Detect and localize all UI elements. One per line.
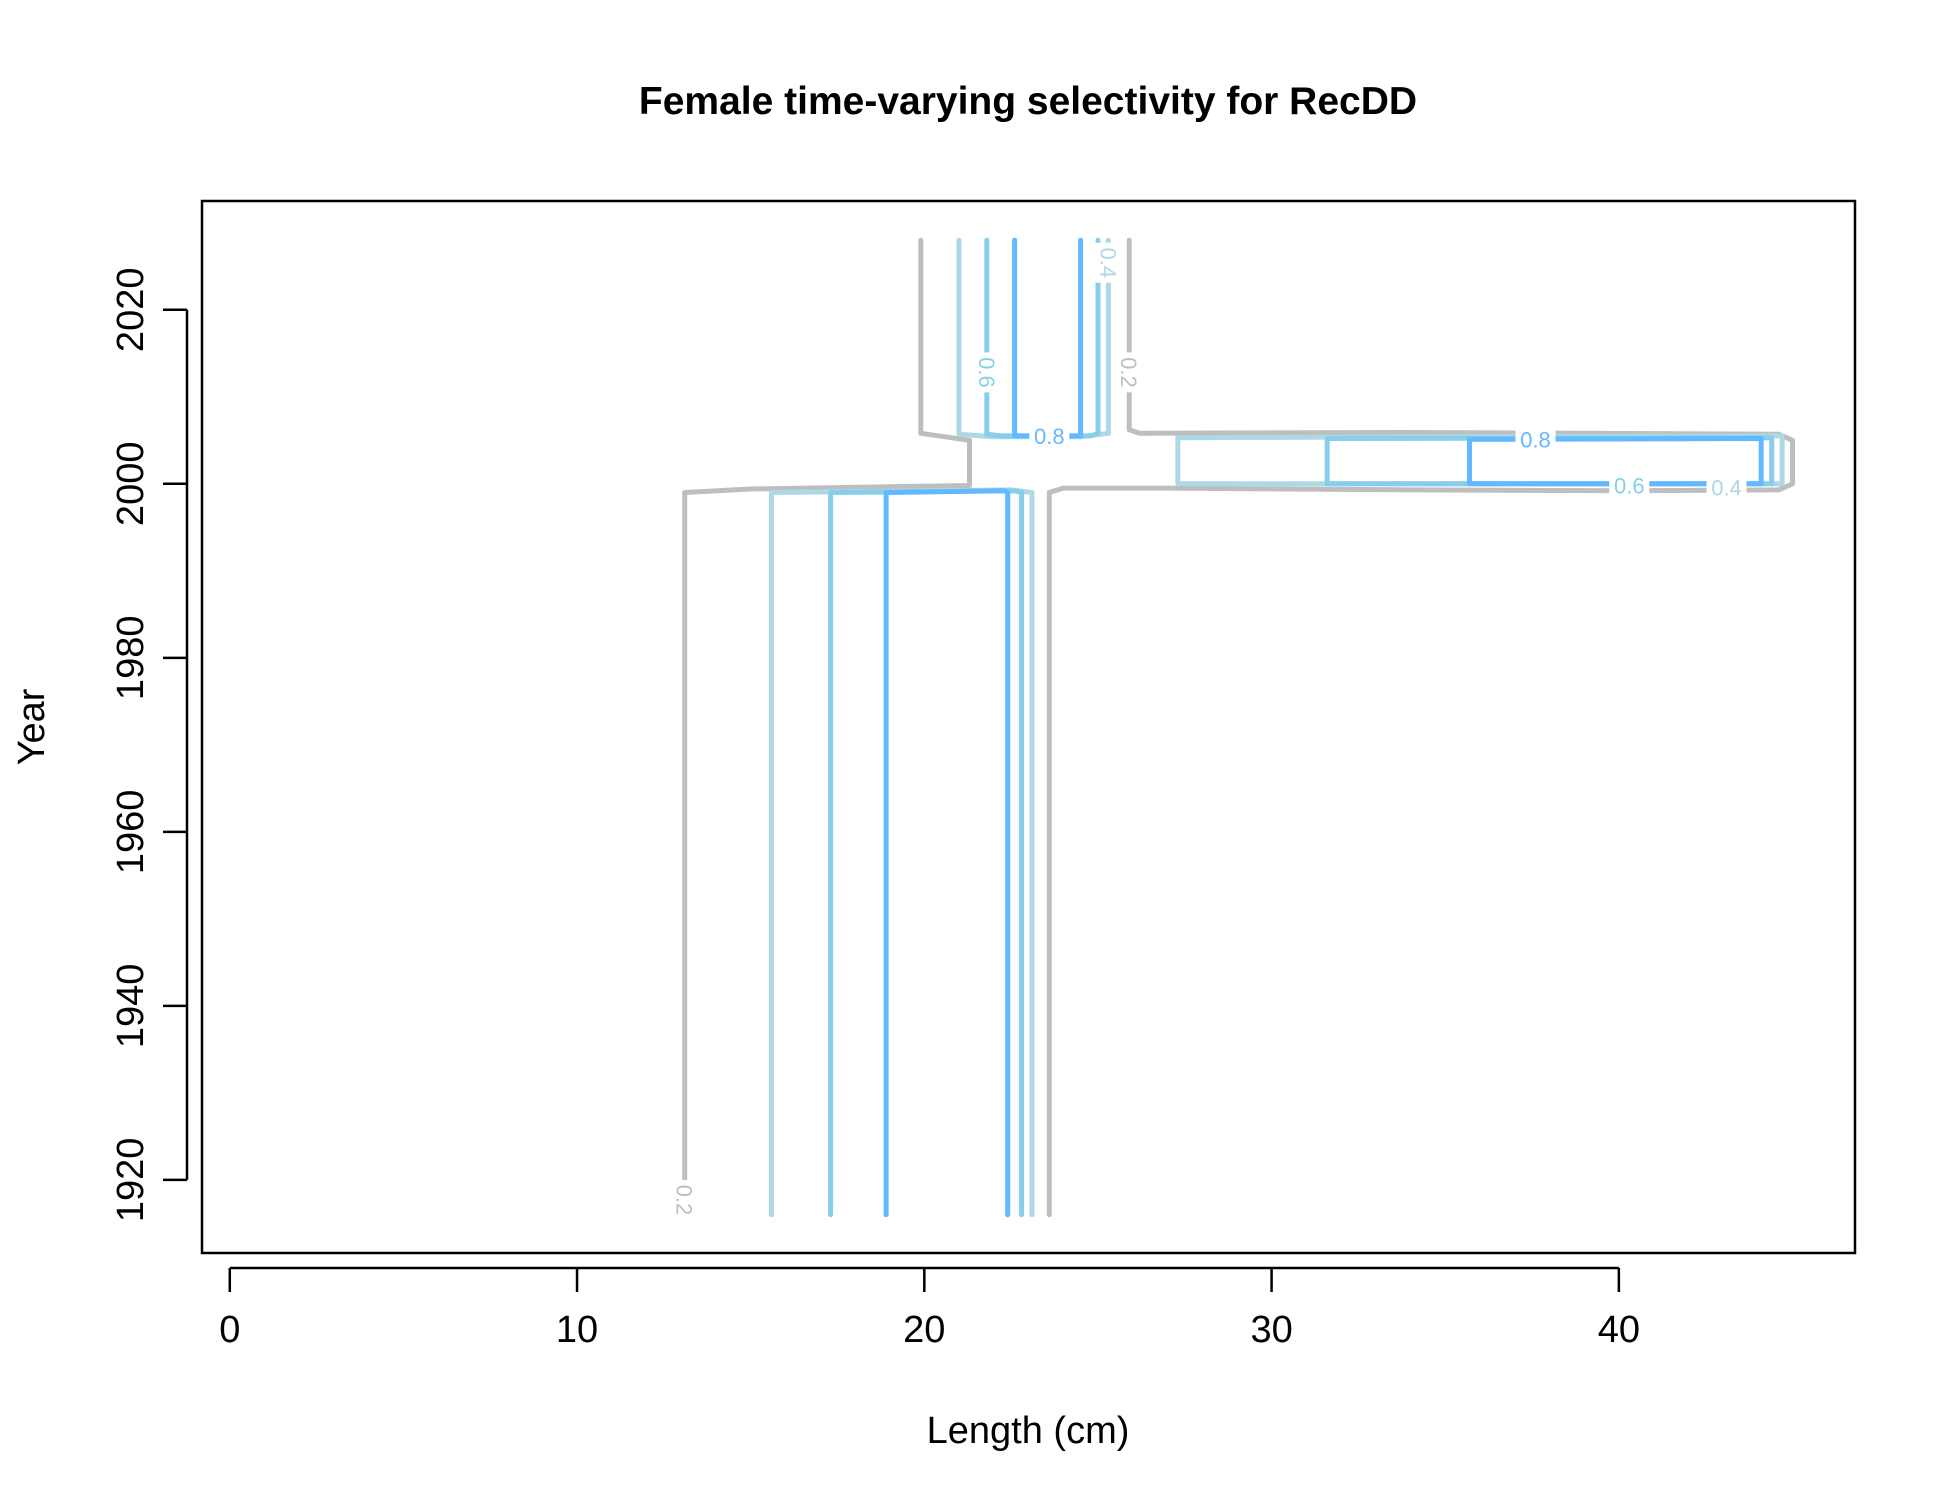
contour-label-group-1: 0.2 [1116,352,1143,393]
contour-line-08-11 [1012,237,1084,439]
contour-label-06: 0.6 [974,357,999,388]
plot-area-frame [200,199,1857,1255]
contour-label-group-2: 0.4 [1095,242,1122,283]
contour-label-bg [973,352,1000,393]
x-tick-label: 40 [1598,1309,1640,1351]
contour-label-bg [1515,426,1556,453]
contour-label-04: 0.4 [1711,475,1742,500]
x-axis-label: Length (cm) [927,1410,1130,1452]
y-tick-label: 1920 [110,1138,152,1223]
y-tick-label: 2000 [110,442,152,527]
contour-label-08: 0.8 [1034,424,1065,449]
chart-title: Female time-varying selectivity for RecD… [639,80,1417,123]
contour-label-group-4: 0.8 [1029,422,1070,449]
contour-label-04: 0.4 [1095,248,1120,279]
contour-labels: 0.2 0.2 0.4 0.6 0.8 0.8 0.6 0.4 [671,242,1747,1220]
contour-label-group-0: 0.2 [671,1179,698,1220]
y-tick-label: 1940 [110,964,152,1049]
contour-label-group-7: 0.4 [1706,474,1747,501]
contour-label-bg [1609,472,1650,499]
y-tick-label: 2020 [110,268,152,353]
x-axis: 0 10 20 30 40 [219,1266,1640,1351]
contour-label-bg [1116,352,1143,393]
y-tick-label: 1980 [110,616,152,701]
contour-label-bg [1706,474,1747,501]
y-axis: 1920 1940 1960 1980 2000 2020 [110,268,189,1223]
contour-label-group-6: 0.6 [1609,472,1650,499]
x-tick-label: 0 [219,1309,240,1351]
contour-line-08-10 [883,488,1011,1218]
contour-label-02: 0.2 [1116,357,1141,388]
contour-label-bg [1029,422,1070,449]
contour-label-08: 0.8 [1520,427,1551,452]
contour-line-06-6 [828,488,1025,1218]
contour-label-bg [1095,242,1122,283]
y-axis-label: Year [11,688,53,765]
contour-line-02-1 [1046,237,1795,1218]
x-tick-label: 10 [556,1309,598,1351]
contour-label-group-5: 0.8 [1515,426,1556,453]
contour-label-group-3: 0.6 [973,352,1000,393]
contour-line-02-0 [682,237,972,1218]
contour-line-04-5 [1175,433,1785,487]
contour-line-08-12 [1467,436,1764,487]
contour-label-bg [671,1179,698,1220]
x-tick-label: 20 [903,1309,945,1351]
x-tick-label: 30 [1250,1309,1292,1351]
y-tick-label: 1960 [110,790,152,875]
contour-line-04-2 [769,487,1035,1218]
contour-label-02: 0.2 [672,1185,697,1216]
contour-line-04-4 [956,237,1111,440]
contour-lines [682,237,1795,1218]
contour-label-06: 0.6 [1614,474,1645,499]
